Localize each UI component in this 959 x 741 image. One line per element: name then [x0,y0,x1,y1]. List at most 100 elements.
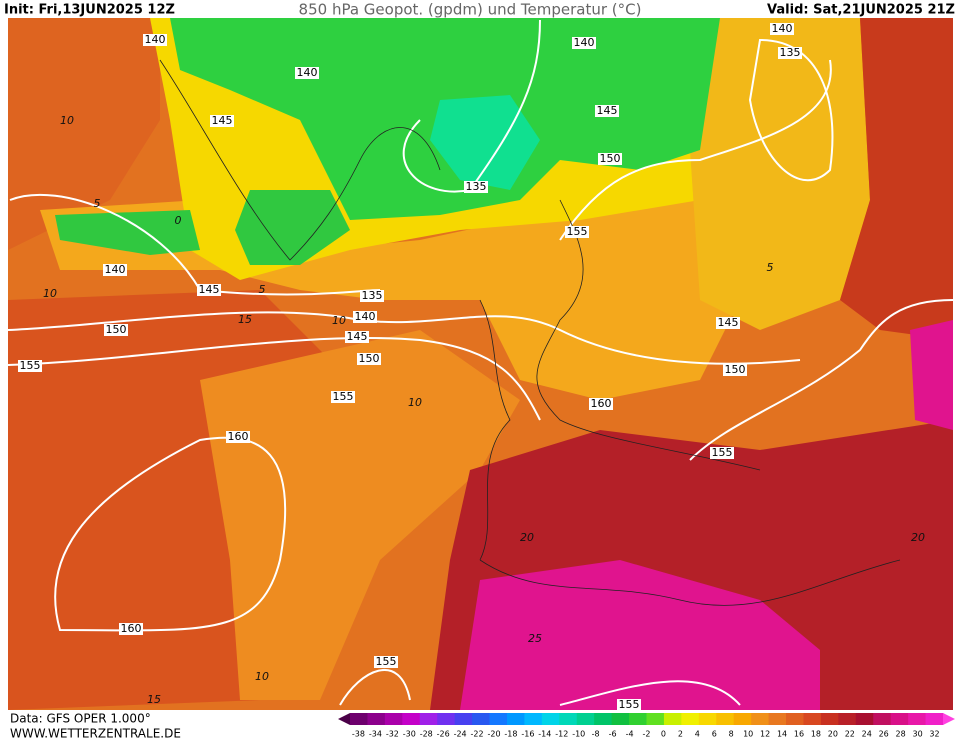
scale-label: 2 [678,730,683,739]
scale-label: -30 [403,730,416,739]
label-box [197,284,221,296]
scale-label: 10 [743,730,753,739]
temperature-label: 10 [408,396,422,409]
label-box [572,37,596,49]
label-box [345,331,369,343]
scale-swatch [768,713,787,725]
temperature-label: 15 [238,313,252,326]
geopotential-label: 140 [297,66,318,79]
label-box [360,290,384,302]
temperature-label: 5 [259,283,266,296]
label-box [103,264,127,276]
label-box [778,47,802,59]
temperature-label: 10 [255,670,269,683]
label-box [716,317,740,329]
scale-label: -16 [521,730,534,739]
init-time: Init: Fri,13JUN2025 12Z [4,3,175,18]
temperature-label: 15 [147,693,161,706]
scale-label: -6 [609,730,617,739]
geopotential-label: 155 [712,446,733,459]
geopotential-label: 155 [333,390,354,403]
geopotential-label: 140 [772,22,793,35]
geopotential-label: 160 [591,397,612,410]
scale-label: 24 [862,730,872,739]
label-box [723,364,747,376]
scale-label: -12 [555,730,568,739]
geopotential-label: 150 [106,323,127,336]
scale-label: -34 [369,730,382,739]
scale-label: -28 [420,730,433,739]
scale-label: 26 [879,730,889,739]
coastlines [159,59,901,606]
scale-label: 20 [828,730,838,739]
geopotential-label: 145 [199,283,220,296]
scale-label: 32 [929,730,939,739]
scale-swatch [663,713,682,725]
scale-swatch [646,713,665,725]
scale-label: 16 [794,730,804,739]
scale-swatch [803,713,822,725]
scale-swatch [524,713,543,725]
scale-label: 0 [661,730,666,739]
scale-swatch [559,713,578,725]
geopotential-label: 145 [718,316,739,329]
geopotential-label: 145 [347,330,368,343]
map-title: 850 hPa Geopot. (gpdm) und Temperatur (°… [299,1,642,19]
header-bar [0,0,959,18]
geopotential-label: 150 [725,363,746,376]
scale-label: 30 [912,730,922,739]
geopotential-isolines [7,19,954,706]
label-box [210,115,234,127]
map-field [8,18,953,710]
scale-swatch [367,713,386,725]
geopotential-label: 155 [376,655,397,668]
temperature-label: 20 [520,531,534,544]
scale-swatch [733,713,752,725]
scale-label: 4 [695,730,700,739]
label-box [565,226,589,238]
temperature-label: 0 [175,214,182,227]
scale-swatch [820,713,839,725]
scale-swatch [541,713,560,725]
scale-label: 22 [845,730,855,739]
scale-swatch [611,713,630,725]
scale-label: 8 [729,730,734,739]
scale-label: -38 [352,730,365,739]
scale-swatch [855,713,874,725]
scale-swatch [786,713,804,725]
scale-arrow-right [943,713,955,725]
color-scale: -38 -34 -32 -30 -28 -26 -24 -22 -20 -18 -16 -14 -12-… [338,713,955,739]
temperature-label: 10 [60,114,74,127]
scale-swatch [908,713,927,725]
scale-swatch [594,713,613,725]
scale-swatch [489,713,508,725]
scale-label: 14 [777,730,787,739]
geopotential-label: 155 [20,359,41,372]
label-box [226,431,250,443]
scale-swatch [925,713,944,725]
scale-swatch [437,713,456,725]
label-box [331,391,355,403]
scale-swatch [402,713,421,725]
scale-label: 6 [712,730,717,739]
scale-label: -14 [538,730,551,739]
label-box [464,181,488,193]
geopotential-label: 135 [780,46,801,59]
label-box [353,311,377,323]
scale-swatch [629,713,647,725]
scale-label: -26 [437,730,450,739]
geopotential-label: 140 [105,263,126,276]
geopotential-label: 140 [145,33,166,46]
scale-swatch [716,713,735,725]
scale-swatch [350,713,368,725]
data-source: Data: GFS OPER 1.000° [10,712,151,726]
scale-label: 18 [811,730,821,739]
label-box [104,324,128,336]
scale-swatch [384,713,403,725]
scale-label: -18 [504,730,517,739]
geopotential-label: 160 [228,430,249,443]
label-box [770,23,794,35]
scale-swatch [419,713,438,725]
label-box [710,447,734,459]
